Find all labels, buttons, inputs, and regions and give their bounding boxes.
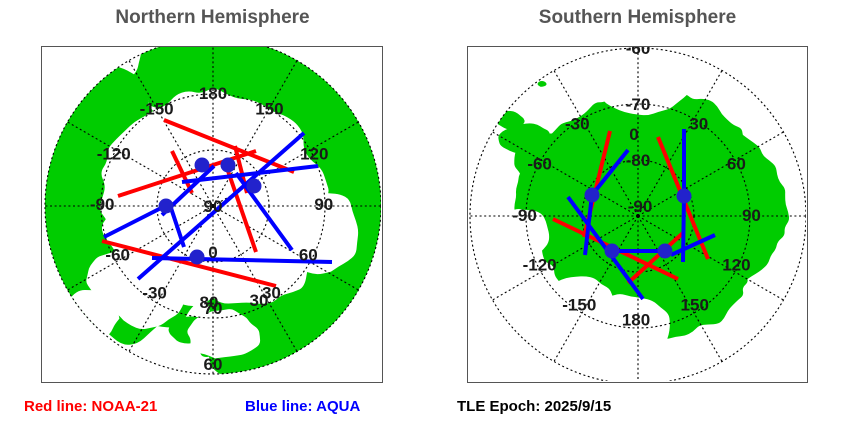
sh-lon-label--60: -60 [527,154,552,173]
subsatellite-marker-3 [657,243,673,259]
sh-lon-label-0: 0 [629,125,638,144]
southern-grid-labels: -60 -70 -80 -90 0 30 60 90 120 150 180 -150 -120 -90 -… [512,47,761,329]
lat-ring-60 [44,47,381,375]
nh-lon-label--120: -120 [97,145,131,164]
sh-lon-label-150: 150 [681,295,709,314]
southern-polar-plot: -60 -70 -80 -90 0 30 60 90 120 150 180 -150 -120 -90 -… [469,47,806,381]
sh-lat-label-70: -70 [626,95,651,114]
noaa21-track-segment-3 [626,230,686,285]
legend-red-line-noaa21: Red line: NOAA-21 [24,398,158,415]
noaa21-track-segment-2 [170,150,194,194]
nh-lon-label-30-inner: 30 [250,291,269,310]
noaa21-track-segment-5 [226,170,258,253]
aqua-track-segment-5 [234,171,294,252]
aqua-track-segment-6 [151,256,333,264]
sh-lat-label-60: -60 [626,47,651,58]
subsatellite-marker-2 [604,243,620,259]
northern-ground-tracks [101,118,333,288]
sh-lon-label-30: 30 [689,115,708,134]
lat-ring--60 [469,47,806,381]
sh-lon-label-60: 60 [727,154,746,173]
subsatellite-marker-1 [220,157,236,173]
nh-lon-label--60: -60 [105,245,130,264]
lon-spoke-150 [637,215,723,362]
lon-spoke-300 [492,131,639,217]
nh-lon-label--90: -90 [90,195,115,214]
legend-blue-line-aqua: Blue line: AQUA [245,398,361,415]
nh-lat-label-80: 80 [200,293,219,312]
noaa21-track-segment-1 [117,149,257,198]
southern-panel-title: Southern Hemisphere [538,7,737,28]
sh-lon-label--120: -120 [523,256,557,275]
aqua-track-segment-0 [590,148,630,197]
subsatellite-marker-4 [189,249,205,265]
nh-lat-label-60: 60 [204,355,223,374]
sh-lat-label-90: -90 [628,197,653,216]
sh-lon-label--30: -30 [565,115,590,134]
nh-lon-label--150: -150 [140,100,174,119]
subsatellite-marker-0 [584,187,600,203]
aqua-track-segment-0 [136,131,306,281]
sh-lon-label--90: -90 [512,206,537,225]
southern-graticule [469,47,806,381]
sh-lon-label-90: 90 [742,206,761,225]
subsatellite-marker-3 [158,198,174,214]
nh-lon-label-150: 150 [255,100,283,119]
nh-lon-label--30: -30 [142,283,167,302]
sh-lat-label-80: -80 [626,151,651,170]
northern-hemisphere-panel: Northern Hemisphere 60 70 0 90 30 60 90 120 150 1… [41,7,383,383]
northern-plot-frame[interactable]: 60 70 0 90 30 60 90 120 150 180 -150 -120 -90 -60 -30 3… [41,46,383,383]
sh-lon-label-120: 120 [722,256,750,275]
aqua-track-segment-2 [103,203,168,239]
lon-spoke-300 [67,205,214,291]
nh-lon-label-60: 60 [299,245,318,264]
lon-spoke-210 [553,215,639,362]
lon-spoke-30 [637,70,723,217]
lon-spoke-240 [492,215,639,301]
sh-lon-label-180: 180 [622,310,650,329]
sh-lon-label--150: -150 [562,295,596,314]
lon-spoke-60 [637,131,784,217]
lon-spoke-330 [128,205,214,352]
nh-lon-label-30: 30 [262,283,281,302]
nh-lat-label-0-lon: 0 [208,243,217,262]
noaa21-track-segment-4 [101,239,277,288]
southern-ground-tracks [552,129,716,301]
aqua-track-segment-6 [670,233,716,257]
nh-lon-label-120: 120 [300,145,328,164]
lon-spoke-150 [212,60,298,207]
northern-panel-title: Northern Hemisphere [115,7,310,28]
nh-lat-label-90: 90 [204,197,223,216]
subsatellite-marker-0 [194,157,210,173]
aqua-track-segment-4 [168,204,186,248]
legend-tle-epoch: TLE Epoch: 2025/9/15 [457,398,612,415]
northern-polar-plot: 60 70 0 90 30 60 90 120 150 180 -150 -120 -90 -60 -30 3… [44,47,381,375]
lon-spoke-330 [553,70,639,217]
subsatellite-marker-2 [246,178,262,194]
nh-lon-label-180: 180 [199,84,227,103]
lon-spoke-60 [212,205,359,291]
aqua-track-segment-4 [681,195,686,263]
northern-grid-labels: 60 70 0 90 30 60 90 120 150 180 -150 -120 -90 -60 -30 3… [90,84,333,374]
southern-plot-frame[interactable]: -60 -70 -80 -90 0 30 60 90 120 150 180 -150 -120 -90 -… [467,46,808,383]
aqua-track-segment-3 [181,164,319,184]
nh-lat-label-70: 70 [204,299,223,318]
southern-hemisphere-panel: Southern Hemisphere -60 -70 -80 -90 0 30 60 90 1… [425,0,850,425]
nh-lon-label-90: 90 [314,195,333,214]
subsatellite-marker-1 [676,188,692,204]
